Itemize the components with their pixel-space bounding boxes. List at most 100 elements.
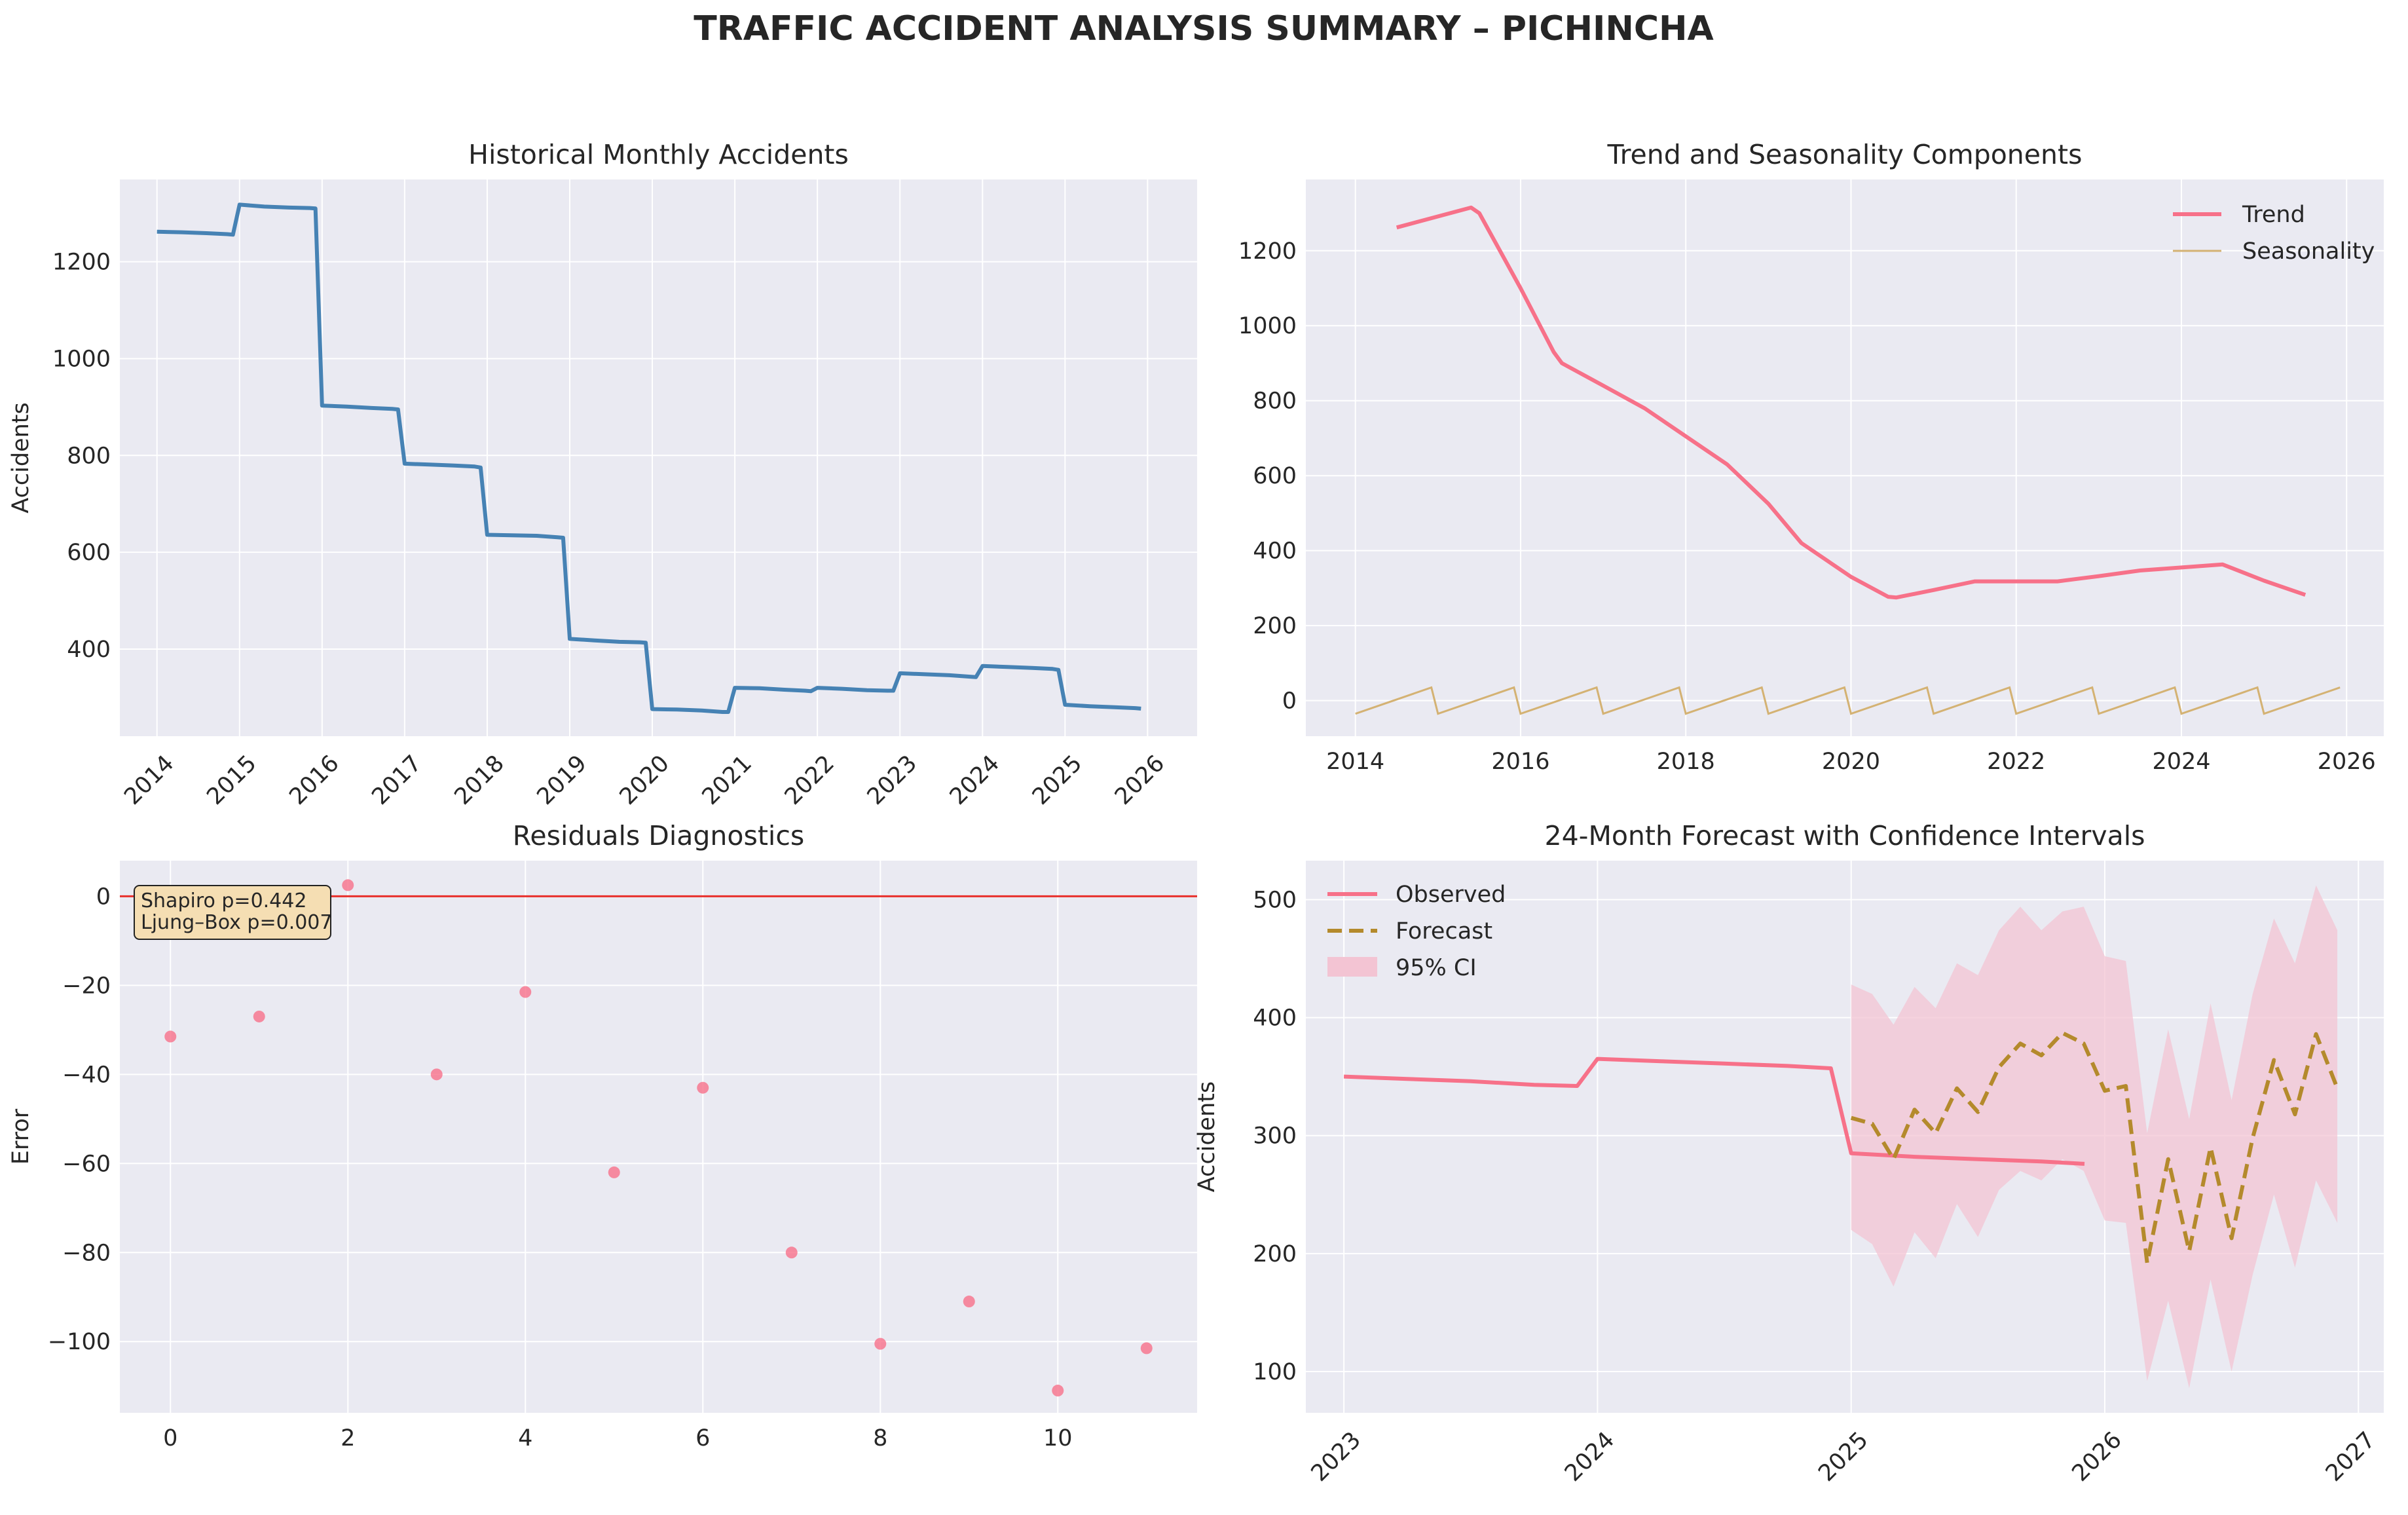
y-tick-label: 0 [96, 884, 111, 910]
chart-title: Trend and Seasonality Components [1607, 139, 2083, 170]
residual-point [963, 1296, 975, 1308]
x-tick-label: 2023 [862, 751, 922, 810]
trend-seasonality-chart: 2014 2016 2018 2020 2022 2024 2026 0 200 400 600 80… [1238, 139, 2384, 775]
residual-point [697, 1081, 709, 1094]
y-tick-label: −40 [62, 1062, 111, 1088]
grid-lines [1306, 861, 2384, 1413]
y-tick-label: −100 [48, 1329, 111, 1355]
y-tick-label: 1200 [1238, 238, 1297, 265]
x-tick-label: 2024 [945, 751, 1005, 810]
residual-point [430, 1068, 443, 1081]
plot-area [1306, 179, 2384, 736]
grid-lines [120, 179, 1197, 736]
chart-title: Residuals Diagnostics [513, 820, 804, 851]
figure-title: TRAFFIC ACCIDENT ANALYSIS SUMMARY – PICH… [694, 9, 1714, 48]
residual-point [1052, 1385, 1064, 1397]
residual-point [253, 1010, 265, 1022]
chart-marks [1355, 205, 2341, 715]
x-tick-label: 2020 [615, 751, 675, 810]
trend-line [1396, 205, 2306, 600]
chart-marks [157, 202, 1141, 714]
historical-line [157, 202, 1141, 714]
residual-point [874, 1337, 887, 1350]
x-tick-label: 2018 [1657, 749, 1715, 775]
y-tick-label: 100 [1253, 1359, 1297, 1385]
x-tick-label: 8 [873, 1425, 887, 1451]
legend-forecast-label: Forecast [1396, 918, 1492, 945]
y-tick-label: 1000 [1238, 313, 1297, 339]
chart-marks [1343, 1031, 2339, 1265]
annotation-ljung-box: Ljung–Box p=0.007 [141, 911, 333, 934]
historical-accidents-chart: 2014 2015 2016 2017 2018 2019 2020 2021 2022 2023… [8, 139, 1197, 810]
legend: Trend Seasonality [2173, 202, 2375, 265]
x-tick-label: 2026 [2067, 1427, 2127, 1487]
x-tick-label: 2015 [202, 751, 261, 810]
x-tick-label: 2025 [1813, 1427, 1873, 1487]
residual-point [785, 1246, 798, 1259]
seasonality-line [1355, 686, 2341, 715]
legend-trend-label: Trend [2242, 202, 2305, 228]
annotation-shapiro: Shapiro p=0.442 [141, 889, 306, 912]
tick-labels: 0 2 4 6 8 10 −100 −80 −60 −40 −20 0 [48, 884, 1073, 1451]
forecast-line [1850, 1031, 2339, 1265]
y-tick-label: 600 [1253, 463, 1297, 489]
residual-point [519, 986, 532, 998]
y-axis-label: Accidents [8, 402, 34, 513]
y-tick-label: 200 [1253, 613, 1297, 639]
legend-ci-swatch [1327, 957, 1377, 977]
x-tick-label: 2016 [284, 751, 344, 810]
y-tick-label: 1000 [52, 346, 111, 372]
tick-labels: 2014 2016 2018 2020 2022 2024 2026 0 200 400 600 80… [1238, 238, 2376, 775]
legend-ci-label: 95% CI [1396, 955, 1477, 981]
x-tick-label: 2014 [119, 751, 179, 810]
x-tick-label: 2024 [1560, 1427, 1620, 1487]
y-tick-label: 500 [1253, 887, 1297, 913]
y-tick-label: 800 [67, 443, 111, 469]
observed-line [1343, 1057, 2085, 1166]
y-tick-label: 400 [1253, 1005, 1297, 1032]
chart-title: Historical Monthly Accidents [468, 139, 849, 170]
legend-seasonality-label: Seasonality [2242, 238, 2375, 265]
y-axis-label: Accidents [1194, 1081, 1220, 1192]
residual-point [608, 1166, 620, 1178]
y-tick-label: −60 [62, 1151, 111, 1177]
y-tick-label: 200 [1253, 1241, 1297, 1267]
x-tick-label: 2 [341, 1425, 355, 1451]
chart-title: 24-Month Forecast with Confidence Interv… [1545, 820, 2145, 851]
residual-point [1140, 1342, 1153, 1355]
plot-area [120, 179, 1197, 736]
y-tick-label: 0 [1282, 688, 1297, 715]
x-tick-label: 2023 [1306, 1427, 1366, 1487]
x-tick-label: 2020 [1822, 749, 1880, 775]
x-tick-label: 4 [518, 1425, 532, 1451]
x-tick-label: 2024 [2152, 749, 2210, 775]
y-tick-label: 400 [1253, 538, 1297, 565]
confidence-band [1851, 885, 2338, 1389]
chart-fill [1851, 885, 2338, 1389]
forecast-chart: 2023 2024 2025 2026 2027 100 200 300 400 500 24-M… [1194, 820, 2384, 1487]
annotation-box [134, 885, 331, 940]
x-tick-label: 6 [695, 1425, 710, 1451]
y-axis-label: Error [8, 1108, 34, 1165]
y-tick-label: 800 [1253, 388, 1297, 415]
x-tick-label: 2016 [1491, 749, 1549, 775]
y-tick-label: 400 [67, 637, 111, 663]
x-tick-label: 2022 [780, 751, 840, 810]
y-tick-label: −20 [62, 973, 111, 999]
y-tick-label: −80 [62, 1240, 111, 1266]
x-tick-label: 2018 [450, 751, 509, 810]
x-tick-label: 2017 [367, 751, 427, 810]
y-tick-label: 1200 [52, 250, 111, 276]
x-tick-label: 0 [163, 1425, 177, 1451]
x-tick-label: 2027 [2321, 1427, 2380, 1487]
x-tick-label: 10 [1043, 1425, 1073, 1451]
x-tick-label: 2019 [532, 751, 592, 810]
residuals-chart: 0 2 4 6 8 10 −100 −80 −60 −40 −20 0 Residuals Diagn… [8, 820, 1197, 1451]
x-tick-label: 2022 [1987, 749, 2045, 775]
x-tick-label: 2026 [2318, 749, 2376, 775]
grid-lines [1306, 179, 2384, 736]
x-tick-label: 2026 [1110, 751, 1170, 810]
residual-point [164, 1030, 177, 1043]
residual-stats-box: Shapiro p=0.442 Ljung–Box p=0.007 [134, 885, 333, 940]
